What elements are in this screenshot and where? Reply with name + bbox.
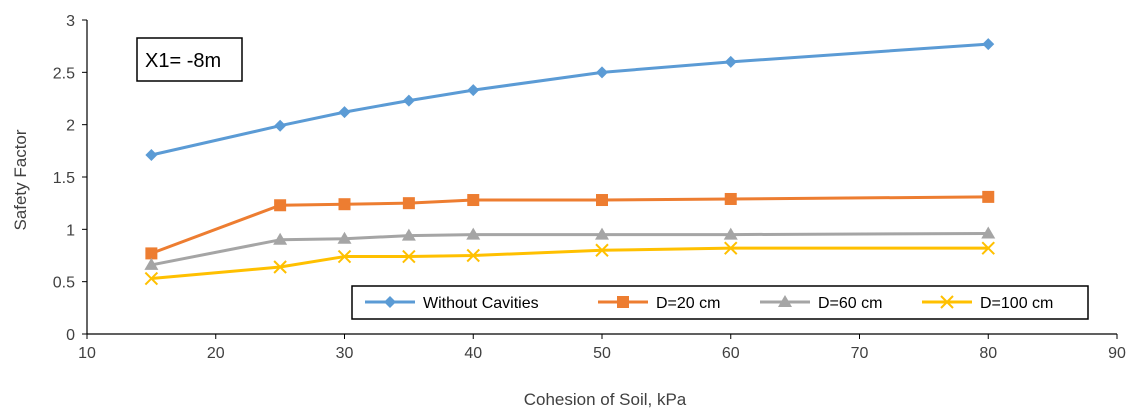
data-point-d-100-cm [724,241,738,255]
legend-marker [778,295,792,307]
y-tick-label: 0.5 [53,275,75,292]
data-point-d-100-cm [337,249,352,264]
y-tick-label: 1.5 [53,170,75,187]
series-d-100-cm [144,241,995,286]
x-tick-labels: 10 20 30 40 50 60 70 80 90 [78,334,1126,362]
annotation-box: X1= -8m [136,37,243,82]
data-point-d-20-cm [145,247,158,260]
data-point-without-cavities [982,38,995,51]
data-point-d-20-cm [402,197,415,210]
y-tick-label: 1 [66,222,75,239]
data-point-d-60-cm [981,226,996,239]
y-tick-label: 3 [66,13,75,30]
legend-label: D=20 cm [656,295,720,312]
data-point-d-20-cm [724,192,737,205]
data-point-without-cavities [145,149,158,162]
x-tick-label: 10 [78,345,96,362]
data-point-d-20-cm [274,199,287,212]
data-point-without-cavities [338,106,351,119]
x-tick-label: 50 [593,345,611,362]
series-line-without-cavities [151,42,989,157]
x-tick-label: 70 [851,345,869,362]
data-point-d-100-cm [466,248,480,263]
data-point-d-60-cm [723,227,738,240]
legend-label: D=60 cm [818,295,882,312]
legend-marker [940,295,954,309]
x-tick-label: 40 [464,345,482,362]
series-layer [144,38,996,286]
legend-marker [617,296,629,308]
data-point-without-cavities [724,55,737,68]
data-point-d-60-cm [144,257,159,270]
legend: Without Cavities D=20 cm D=60 cm D=100 cm [351,285,1089,320]
x-axis-title: Cohesion of Soil, kPa [524,390,687,409]
y-tick-labels: 0 0.5 1 1.5 2 2.5 3 [53,13,87,344]
data-point-d-60-cm [273,232,288,245]
series-line-d-60-cm [151,232,989,267]
data-point-d-20-cm [338,198,351,211]
data-point-d-100-cm [273,260,287,274]
data-point-without-cavities [402,94,415,107]
annotation-label: X1= -8m [145,50,221,72]
x-tick-label: 80 [979,345,997,362]
y-tick-label: 0 [66,327,75,344]
data-point-d-60-cm [401,228,416,241]
data-point-d-60-cm [337,231,352,244]
data-point-d-20-cm [467,194,480,207]
data-point-d-60-cm [595,227,609,240]
y-axis-title: Safety Factor [11,129,30,230]
series-line-d-20-cm [150,195,989,255]
data-point-without-cavities [596,66,608,79]
data-point-d-20-cm [982,190,995,203]
legend-item-d-60-cm: D=60 cm [760,295,882,312]
data-point-d-20-cm [596,194,608,207]
x-tick-label: 90 [1108,345,1126,362]
y-tick-label: 2.5 [53,65,75,82]
legend-marker [384,296,396,308]
data-point-d-60-cm [466,227,481,240]
x-tick-label: 60 [722,345,740,362]
data-point-without-cavities [274,119,287,132]
y-tick-label: 2 [66,118,75,135]
legend-label: D=100 cm [980,295,1053,312]
series-line-d-100-cm [151,246,989,281]
legend-item-without-cavities: Without Cavities [365,295,539,312]
data-point-d-100-cm [595,243,609,257]
data-point-d-100-cm [402,249,416,264]
series-d-20-cm [145,190,995,260]
data-point-d-100-cm [981,241,995,255]
data-point-d-100-cm [144,271,159,286]
legend-item-d-100-cm: D=100 cm [922,295,1053,312]
series-d-60-cm [144,226,996,270]
series-without-cavities [145,38,995,162]
x-tick-label: 30 [336,345,354,362]
legend-item-d-20-cm: D=20 cm [598,295,720,312]
data-point-without-cavities [467,84,480,97]
x-tick-label: 20 [207,345,225,362]
legend-label: Without Cavities [423,295,539,312]
